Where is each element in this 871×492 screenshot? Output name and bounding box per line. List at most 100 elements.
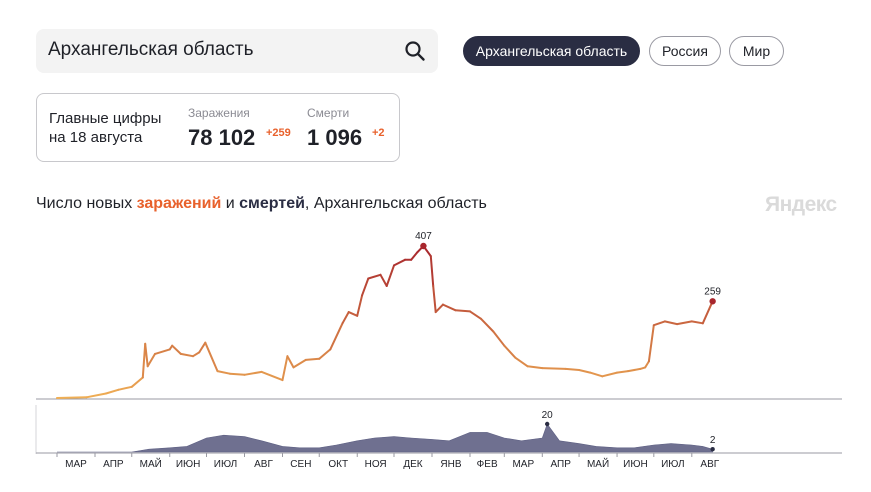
infections-line-segment xyxy=(492,330,506,347)
x-tick-label: ОКТ xyxy=(328,459,348,470)
infections-line-segment xyxy=(503,344,517,359)
summary-card: Главные цифры на 18 августа Заражения 78… xyxy=(36,93,400,162)
deaths-marker xyxy=(710,447,715,452)
deaths-area xyxy=(57,423,713,453)
search-input[interactable]: Архангельская область xyxy=(48,39,254,60)
deaths-marker-label: 20 xyxy=(542,410,554,421)
x-tick-label: ФЕВ xyxy=(477,459,498,470)
infections-line-segment xyxy=(652,320,666,327)
infections-line-segment xyxy=(192,351,201,358)
infections-line-segment xyxy=(130,376,144,388)
infections-marker-label: 407 xyxy=(415,231,432,242)
x-tick-label: МАР xyxy=(65,459,87,470)
infections-line-segment xyxy=(85,392,107,399)
deaths-marker-label: 2 xyxy=(710,435,716,446)
infections-line-segment xyxy=(432,285,437,314)
x-tick-label: ИЮЛ xyxy=(661,459,684,470)
infections-line-segment xyxy=(281,355,289,382)
x-tick-label: АПР xyxy=(103,459,124,470)
region-search[interactable]: Архангельская область xyxy=(36,29,438,73)
infections-line-segment xyxy=(701,300,714,325)
infections-line-segment xyxy=(341,311,350,325)
x-tick-label: ЯНВ xyxy=(440,459,461,470)
infections-line-segment xyxy=(663,320,679,326)
summary-title-line2: на 18 августа xyxy=(49,129,143,146)
infections-label: Заражения xyxy=(188,106,250,120)
infections-line-segment xyxy=(260,370,284,382)
infections-line-segment xyxy=(367,273,382,280)
x-tick-label: МАЙ xyxy=(587,457,609,470)
x-tick-label: ДЕК xyxy=(403,459,422,470)
x-tick-label: МАЙ xyxy=(140,457,162,470)
summary-title: Главные цифры на 18 августа xyxy=(49,109,161,147)
infections-line-segment xyxy=(429,255,435,287)
chart-title-part3: , Архангельская область xyxy=(304,195,487,212)
infections-marker-label: 259 xyxy=(704,286,721,297)
infections-line-segment xyxy=(179,352,194,358)
yandex-logo: Яндекс xyxy=(765,193,837,216)
infections-line-segment xyxy=(676,320,693,326)
infections-line-segment xyxy=(361,277,370,297)
infections-line-segment xyxy=(198,341,207,354)
deaths-label: Смерти xyxy=(307,106,350,120)
infections-value: 78 102 xyxy=(188,125,256,150)
x-tick-label: АВГ xyxy=(254,459,273,470)
infections-line-segment xyxy=(347,311,359,317)
chip-arkhangelsk-region[interactable]: Архангельская область xyxy=(463,36,640,66)
deaths-marker xyxy=(545,421,550,427)
x-tick-label: МАР xyxy=(512,459,534,470)
infections-line-segment xyxy=(105,388,120,395)
infections-line-segment xyxy=(154,348,171,355)
infections-line-segment xyxy=(647,324,655,363)
infections-line-segment xyxy=(204,341,219,373)
infections-line-segment xyxy=(410,251,419,261)
infections-line-segment xyxy=(469,310,482,320)
infections-line-segment xyxy=(356,294,364,317)
chip-world[interactable]: Мир xyxy=(729,36,784,66)
infections-line-segment xyxy=(434,303,444,314)
infections-line-segment xyxy=(454,309,471,313)
infections-delta: +259 xyxy=(266,127,291,139)
infections-line-segment xyxy=(514,356,529,368)
deaths-delta: +2 xyxy=(372,127,385,139)
x-tick-label: АВГ xyxy=(700,459,719,470)
infections-line-segment xyxy=(480,317,495,333)
infections-marker xyxy=(420,242,427,250)
chart-title-part1: Число новых xyxy=(36,195,137,212)
infections-line-segment xyxy=(589,371,604,378)
infections-line-segment xyxy=(243,370,263,376)
infections-line-segment xyxy=(228,372,246,376)
chart-title-part2: и xyxy=(221,195,240,212)
deaths-value: 1 096 xyxy=(307,125,363,150)
infections-line-segment xyxy=(286,355,295,369)
infections-line-segment xyxy=(627,367,642,373)
search-icon[interactable] xyxy=(404,40,426,62)
infections-line-segment xyxy=(442,303,457,312)
infections-marker xyxy=(709,298,716,305)
chart-title-infections: заражений xyxy=(136,195,222,212)
chip-russia[interactable]: Россия xyxy=(649,36,721,66)
infections-line-segment xyxy=(690,320,704,325)
x-tick-label: НОЯ xyxy=(365,459,387,470)
infections-line-segment xyxy=(117,385,133,391)
summary-title-line1: Главные цифры xyxy=(49,110,162,127)
infections-line-segment xyxy=(601,371,619,378)
infections-line-segment xyxy=(144,342,149,368)
infections-line-segment xyxy=(644,360,650,369)
infections-line-segment xyxy=(393,258,406,267)
infections-line-segment xyxy=(526,365,544,370)
infections-line-segment xyxy=(616,370,630,374)
infections-line-segment xyxy=(564,367,581,371)
x-tick-label: СЕН xyxy=(290,459,311,470)
x-tick-label: ИЮЛ xyxy=(214,459,237,470)
infections-line-segment xyxy=(304,357,321,361)
infections-line-segment xyxy=(379,273,388,287)
infections-line-segment xyxy=(541,367,567,370)
chart-title: Число новых заражений и смертей, Арханге… xyxy=(36,195,487,213)
infections-line-segment xyxy=(385,264,395,287)
chart-title-deaths: смертей xyxy=(239,195,305,212)
infections-line-segment xyxy=(578,369,592,374)
infections-line-segment xyxy=(216,370,231,375)
infections-line-segment xyxy=(329,322,344,351)
